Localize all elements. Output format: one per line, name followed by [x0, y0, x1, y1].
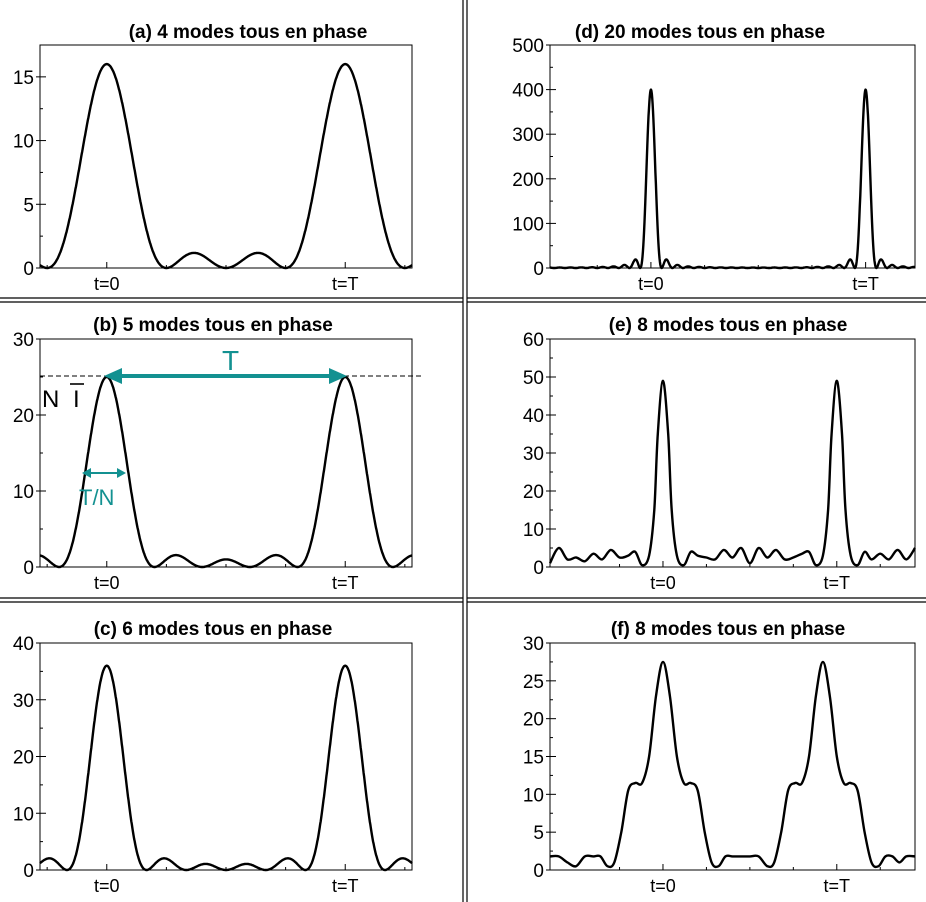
panel-b-intensity-curve: [39, 375, 413, 569]
panel-e-intensity-curve: [548, 379, 917, 567]
panel-a-intensity-curve: [39, 62, 413, 270]
panel-e-xtick-label-0: t=0: [650, 573, 676, 593]
panel-f-ytick-label-2: 10: [523, 785, 544, 806]
panel-b-ytick-label-3: 30: [13, 330, 34, 351]
panel-d-ytick-label-4: 400: [512, 81, 544, 102]
panel-e-title: (e) 8 modes tous en phase: [609, 315, 848, 336]
panel-c: (c) 6 modes tous en phase 0 10 20 30 40 t=0 t=T: [13, 619, 413, 896]
pulse-width-arrow-head-left: [82, 468, 91, 478]
panel-e-ytick-label-0: 0: [533, 558, 544, 579]
panel-f: (f) 8 modes tous en phase 0 5 10 15 20 25 30 t=0…: [523, 619, 916, 896]
panel-d-ytick-label-5: 500: [512, 36, 544, 57]
pulse-width-arrow-head-right: [117, 468, 126, 478]
panel-b: (b) 5 modes tous en phase 0 10 20 30 t=0 t=T: [13, 315, 413, 593]
panel-f-ytick-label-3: 15: [523, 748, 544, 769]
peak-ibar-label: I: [73, 386, 80, 413]
panel-f-ytick-label-1: 5: [533, 823, 544, 844]
panel-d-xtick-label-0: t=0: [638, 274, 664, 294]
panel-f-xtick-label-0: t=0: [650, 876, 676, 896]
panel-e-xtick-label-1: t=T: [824, 573, 851, 593]
panel-f-ytick-label-4: 20: [523, 710, 544, 731]
panel-e-ytick-label-4: 40: [523, 406, 544, 427]
panel-c-axes-frame: [39, 642, 413, 871]
panel-d-title: (d) 20 modes tous en phase: [575, 22, 825, 43]
panel-e-ytick-label-2: 20: [523, 482, 544, 503]
period-label: T: [222, 345, 239, 376]
panel-f-title: (f) 8 modes tous en phase: [611, 619, 845, 640]
panel-a-ytick-label-0: 0: [23, 259, 34, 280]
period-arrow-head-right: [329, 368, 347, 384]
panel-d-ytick-label-3: 300: [512, 125, 544, 146]
panel-b-xtick-label-1: t=T: [332, 573, 359, 593]
panel-d-intensity-curve: [549, 88, 916, 270]
panel-e: (e) 8 modes tous en phase 0 10 20 30 40 50 60 t=…: [523, 315, 917, 593]
panel-e-ytick-label-1: 10: [523, 520, 544, 541]
panel-b-ytick-label-1: 10: [13, 482, 34, 503]
period-arrow-head-left: [104, 368, 122, 384]
panel-d-ytick-label-2: 200: [512, 170, 544, 191]
panel-c-title: (c) 6 modes tous en phase: [94, 619, 333, 640]
panel-c-ytick-label-1: 10: [13, 804, 34, 825]
panel-e-ytick-label-6: 60: [523, 330, 544, 351]
panel-b-annotations: T T/N N I: [40, 345, 422, 510]
panel-b-xtick-label-0: t=0: [94, 573, 120, 593]
panel-d-xtick-label-1: t=T: [852, 274, 879, 294]
panel-b-ytick-label-2: 20: [13, 406, 34, 427]
panel-a-ytick-label-2: 10: [13, 132, 34, 153]
panel-a-xtick-label-0: t=0: [94, 274, 120, 294]
panel-f-axes-frame: [549, 642, 916, 871]
panel-a-axes-frame: [39, 44, 413, 269]
panel-e-ytick-label-3: 30: [523, 444, 544, 465]
panel-e-ytick-label-5: 50: [523, 368, 544, 389]
panel-d-axes-frame: [549, 44, 916, 269]
panel-c-xtick-label-1: t=T: [332, 876, 359, 896]
panel-a-xtick-label-1: t=T: [332, 274, 359, 294]
panel-c-ytick-label-4: 40: [13, 634, 34, 655]
panel-c-xtick-label-0: t=0: [94, 876, 120, 896]
panel-a: (a) 4 modes tous en phase 0 5 10 15 t=0 t=T: [13, 22, 413, 294]
panel-c-intensity-curve: [39, 664, 413, 872]
panel-c-ytick-label-0: 0: [23, 861, 34, 882]
panel-f-intensity-curve: [549, 660, 916, 869]
peak-n-label: N: [42, 386, 59, 413]
panel-d: (d) 20 modes tous en phase 0 100 200 300 400 5…: [512, 22, 916, 294]
panel-b-title: (b) 5 modes tous en phase: [93, 315, 333, 336]
panel-b-ytick-label-0: 0: [23, 558, 34, 579]
panel-a-title: (a) 4 modes tous en phase: [129, 22, 368, 43]
panel-f-ytick-label-5: 25: [523, 672, 544, 693]
panel-f-ytick-label-0: 0: [533, 861, 544, 882]
panel-a-ytick-label-1: 5: [23, 195, 34, 216]
panel-d-ytick-label-0: 0: [533, 259, 544, 280]
panel-a-ytick-label-3: 15: [13, 68, 34, 89]
panel-c-ytick-label-2: 20: [13, 748, 34, 769]
panel-f-ytick-label-6: 30: [523, 634, 544, 655]
pulse-width-label: T/N: [79, 485, 114, 510]
panel-e-axes-frame: [549, 338, 916, 568]
panel-f-xtick-label-1: t=T: [824, 876, 851, 896]
panel-d-ytick-label-1: 100: [512, 214, 544, 235]
panel-c-ytick-label-3: 30: [13, 691, 34, 712]
